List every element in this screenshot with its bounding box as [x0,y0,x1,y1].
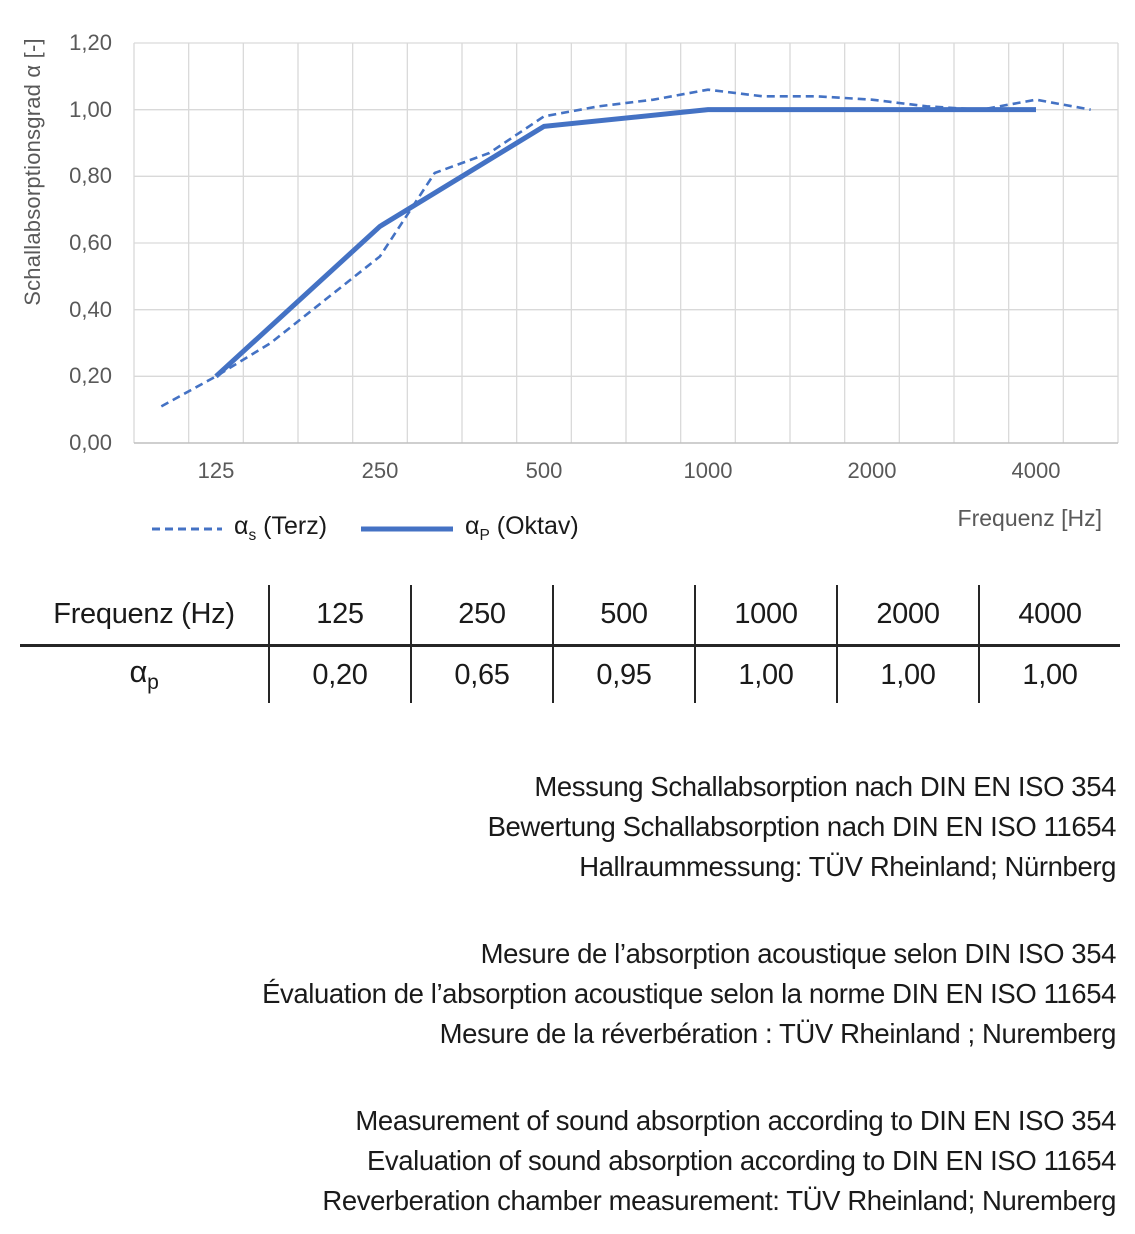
note-line: Évaluation de l’absorption acoustique se… [262,978,1116,1009]
solid-line-swatch-icon [361,526,454,531]
legend-item-terz: αs (Terz) [152,512,327,545]
table-cell-value: 1,00 [694,647,836,703]
note-french: Mesure de l’absorption acoustique selon … [0,934,1116,1054]
x-axis-title: Frequenz [Hz] [957,505,1102,531]
y-tick-label: 0,40 [69,296,112,322]
alpha-p-table: Frequenz (Hz) 125 250 500 1000 2000 4000 αp 0,20… [20,585,1120,703]
note-line: Messung Schallabsorption nach DIN EN ISO… [534,771,1116,802]
table-row-label-alpha-p: αp [129,654,159,695]
y-tick-label: 0,60 [69,230,112,255]
table-header-value: 500 [552,585,694,647]
note-line: Mesure de la réverbération : TÜV Rheinla… [439,1018,1117,1049]
x-tick-label: 2000 [847,458,897,483]
note-line: Bewertung Schallabsorption nach DIN EN I… [487,811,1117,842]
chart-legend: αs (Terz) αP (Oktav) [152,512,579,545]
table-header-value: 250 [410,585,552,647]
note-line: Mesure de l’absorption acoustique selon … [480,938,1117,969]
y-tick-label: 1,20 [69,30,112,55]
x-tick-label: 1000 [683,458,733,483]
table-cell-value: 0,95 [552,647,694,703]
dashed-line-swatch-icon [152,527,222,530]
y-tick-label: 1,00 [69,96,112,122]
table-header-value: 125 [268,585,410,647]
y-tick-label: 0,00 [69,430,112,455]
note-english: Measurement of sound absorption accordin… [0,1101,1116,1221]
x-tick-label: 250 [361,458,399,483]
table-header-frequency: Frequenz (Hz) [20,585,268,647]
series-line-terz [160,88,1091,408]
chart-plot-area [133,42,1119,444]
table-header-value: 1000 [694,585,836,647]
table-cell-value: 0,20 [268,647,410,703]
y-tick-label: 0,80 [69,163,112,189]
x-tick-label: 500 [525,458,563,483]
table-cell-value: 1,00 [978,647,1120,703]
measurement-notes: Messung Schallabsorption nach DIN EN ISO… [0,767,1116,1221]
absorption-chart: Schallabsorptionsgrad α [-] 0,00 0,20 0,40… [0,0,1135,560]
y-tick-label: 0,20 [69,363,112,389]
note-line: Evaluation of sound absorption according… [366,1145,1116,1176]
note-german: Messung Schallabsorption nach DIN EN ISO… [0,767,1117,887]
table-header-value: 2000 [836,585,978,647]
note-line: Hallraummessung: TÜV Rheinland; Nürnberg [579,851,1116,882]
legend-label-terz: αs (Terz) [234,512,328,544]
note-line: Reverberation chamber measurement: TÜV R… [322,1185,1116,1216]
table-header-value: 4000 [978,585,1120,647]
table-cell-value: 0,65 [410,647,552,703]
legend-label-oktav: αP (Oktav) [465,512,579,544]
table-cell-value: 1,00 [836,647,978,703]
x-tick-label: 4000 [1011,458,1061,483]
legend-item-oktav: αP (Oktav) [361,512,579,545]
x-tick-label: 125 [197,458,235,483]
series-line-oktav [214,107,1036,379]
note-line: Measurement of sound absorption accordin… [355,1105,1116,1136]
